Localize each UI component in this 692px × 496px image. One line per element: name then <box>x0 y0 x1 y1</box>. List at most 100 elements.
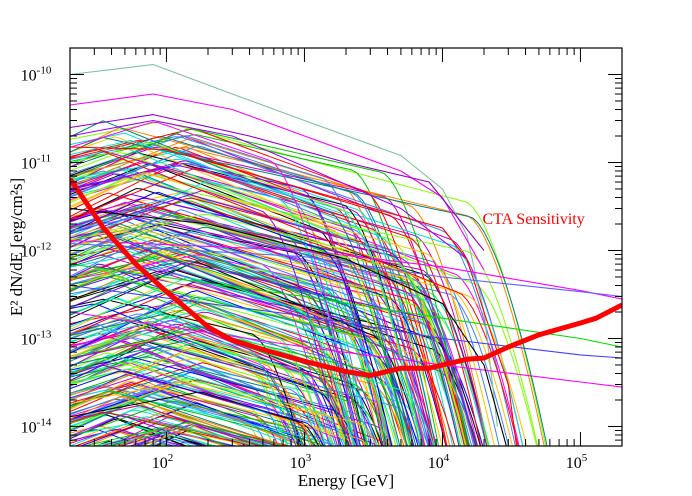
bulk-spectrum-line <box>140 428 262 446</box>
bulk-spectrum-line <box>108 427 229 446</box>
bulk-spectrum-line <box>70 295 355 446</box>
y-tick-label: 10-10 <box>21 64 52 84</box>
bulk-spectrum-line <box>70 142 422 446</box>
spectrum-line <box>70 207 507 446</box>
bulk-spectrum-line <box>70 452 230 496</box>
bulk-spectrum-line <box>70 414 194 446</box>
bulk-spectrum-line <box>70 227 443 446</box>
bulk-spectrum-line <box>70 262 477 446</box>
bulk-spectrum-line <box>70 277 354 446</box>
bulk-spectrum-line <box>70 273 356 446</box>
bulk-spectrum-line <box>115 431 254 446</box>
bulk-spectrum-line <box>70 450 302 495</box>
bulk-spectrum-line <box>70 304 342 446</box>
bulk-spectrum-line <box>70 213 465 446</box>
bulk-spectrum-line <box>70 217 473 446</box>
bulk-spectrum-line <box>168 445 171 446</box>
spectrum-line <box>70 119 468 260</box>
bulk-spectrum-line <box>70 450 285 496</box>
bulk-spectrum-line <box>70 191 393 446</box>
bulk-spectrum-line <box>152 443 170 446</box>
bulk-spectrum-line <box>137 438 180 446</box>
bulk-spectrum-line <box>70 120 408 446</box>
bulk-spectrum-line <box>70 139 423 446</box>
bulk-spectrum-line <box>70 160 432 446</box>
bulk-spectrum-line <box>70 356 358 446</box>
bulk-spectrum-line <box>70 450 291 493</box>
bulk-spectrum-line <box>70 405 261 446</box>
bulk-spectrum-line <box>70 165 387 446</box>
bulk-spectrum-line <box>70 279 361 446</box>
bulk-spectrum-line <box>70 335 293 446</box>
spectrum-line <box>70 63 498 427</box>
y-tick-label: 10-12 <box>21 240 52 260</box>
bulk-spectrum-line <box>70 252 391 446</box>
bulk-spectrum-line <box>70 331 319 446</box>
bulk-spectrum-line <box>70 136 399 446</box>
bulk-spectrum-line <box>70 206 476 446</box>
spectrum-line <box>70 242 622 298</box>
bulk-spectrum-line <box>70 386 298 446</box>
bulk-spectrum-line <box>70 454 214 496</box>
x-tick-label: 103 <box>290 452 312 472</box>
bulk-spectrum-line <box>70 391 320 446</box>
bulk-spectrum-line <box>119 424 282 446</box>
axis-ticks <box>69 47 623 447</box>
bulk-spectrum-line <box>70 447 280 496</box>
bulk-spectrum-line <box>70 347 313 446</box>
bulk-spectrum-line <box>70 235 462 446</box>
bulk-spectrum-line <box>70 289 388 446</box>
bulk-spectrum-line <box>70 423 216 446</box>
bulk-spectrum-line <box>76 451 275 496</box>
bulk-spectrum-line <box>70 162 424 446</box>
bulk-spectrum-line <box>70 284 456 446</box>
bulk-spectrum-line <box>70 418 188 446</box>
bulk-spectrum-line <box>70 340 300 446</box>
bulk-spectrum-line <box>70 192 447 446</box>
x-tick-label: 102 <box>152 452 174 472</box>
bulk-spectrum-line <box>70 425 163 446</box>
bulk-spectrum-line <box>70 128 468 446</box>
bulk-spectrum-line <box>70 390 325 446</box>
bulk-spectrum-line <box>82 421 286 446</box>
bulk-spectrum-line <box>70 296 411 446</box>
bulk-spectrum-line <box>128 432 236 446</box>
cta-sensitivity-label: CTA Sensitivity <box>482 211 584 228</box>
bulk-spectrum-line <box>118 427 227 446</box>
bulk-spectrum-line <box>70 398 272 446</box>
bulk-spectrum-line <box>134 436 209 446</box>
spectrum-line <box>70 284 622 359</box>
bulk-spectrum-line <box>70 452 296 491</box>
bulk-spectrum-line <box>70 237 476 446</box>
bulk-spectrum-line <box>70 302 369 446</box>
cta-sensitivity-curve <box>70 177 622 378</box>
bulk-spectrum-line <box>70 390 317 446</box>
bulk-spectrum-line <box>70 268 327 446</box>
bulk-spectrum-line <box>70 121 359 446</box>
bulk-spectrum-line <box>70 416 257 446</box>
bulk-spectrum-line <box>70 411 205 446</box>
bulk-spectrum-line <box>70 210 487 446</box>
bulk-spectrum-line <box>70 313 337 446</box>
bulk-spectrum-line <box>98 452 275 496</box>
bulk-spectrum-line <box>70 328 409 446</box>
bulk-spectrum-line <box>70 415 209 446</box>
bulk-spectrum-line <box>70 180 360 446</box>
bulk-spectrum-line <box>70 329 353 446</box>
bulk-spectrum-line <box>70 321 301 446</box>
bulk-spectrum-line <box>70 393 293 446</box>
sensitivity-group <box>70 177 622 378</box>
bulk-spectrum-line <box>70 369 289 446</box>
bulk-spectrum-line <box>70 370 325 446</box>
bulk-spectrum-line <box>70 366 323 446</box>
spectrum-line <box>70 93 485 271</box>
spectrum-line <box>70 114 485 251</box>
bulk-spectrum-line <box>70 453 291 496</box>
y-tick-label: 10-11 <box>21 152 51 172</box>
bulk-spectrum-line <box>70 266 393 446</box>
bulk-spectrum-line <box>70 246 417 446</box>
bulk-spectrum-line <box>70 384 334 446</box>
bulk-spectrum-line <box>70 396 288 446</box>
tick-labels: 102 103 104 105 10-14 10-13 10-12 10-11 10-10 <box>21 64 588 472</box>
